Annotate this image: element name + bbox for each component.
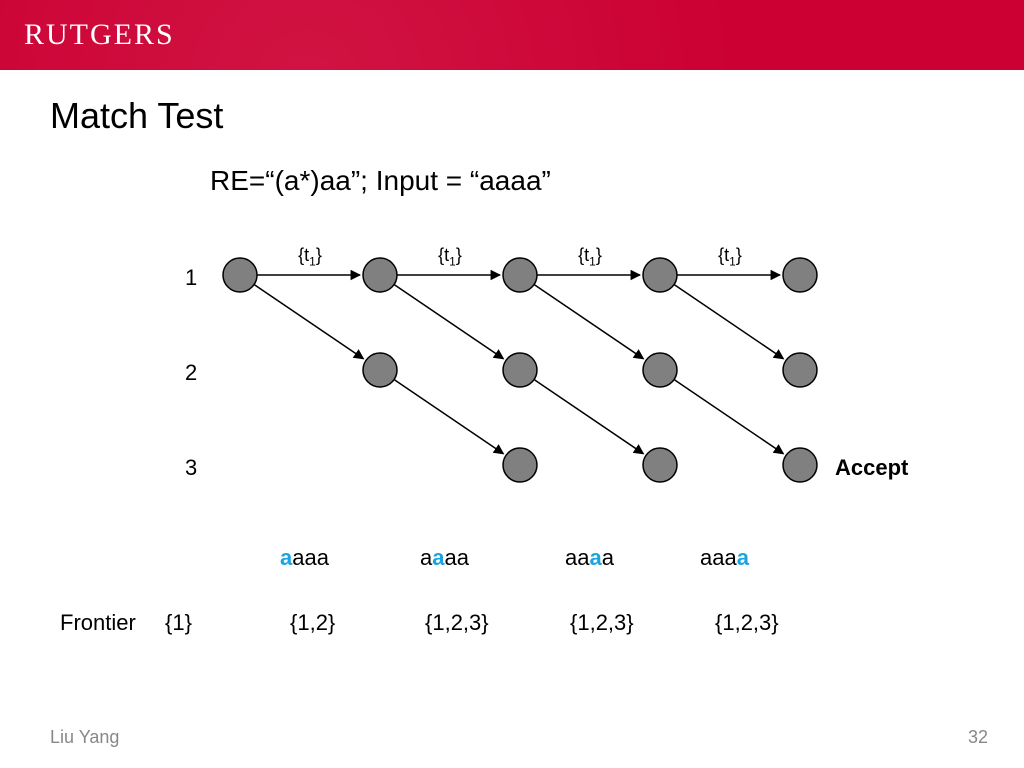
state-node [363, 353, 397, 387]
frontier-set: {1,2,3} [570, 610, 634, 636]
frontier-set: {1,2,3} [715, 610, 779, 636]
footer-page: 32 [968, 727, 988, 748]
edge [674, 285, 783, 359]
row-label: 3 [185, 455, 197, 481]
state-node [363, 258, 397, 292]
edge [394, 285, 503, 359]
row-label: 2 [185, 360, 197, 386]
row-label: 1 [185, 265, 197, 291]
state-node [783, 258, 817, 292]
state-node [783, 448, 817, 482]
edge [254, 285, 363, 359]
edge-label: {t1} [425, 245, 475, 269]
state-node [223, 258, 257, 292]
footer-author: Liu Yang [50, 727, 119, 748]
input-step: aaaa [280, 545, 329, 571]
subtitle: RE=“(a*)aa”; Input = “aaaa” [210, 165, 551, 197]
input-step: aaaa [565, 545, 614, 571]
frontier-title: Frontier [60, 610, 136, 636]
edge-label: {t1} [285, 245, 335, 269]
state-node [643, 448, 677, 482]
state-node [503, 258, 537, 292]
accept-label: Accept [835, 455, 908, 481]
edge-label: {t1} [565, 245, 615, 269]
input-step: aaaa [700, 545, 749, 571]
input-step: aaaa [420, 545, 469, 571]
edge-label: {t1} [705, 245, 755, 269]
state-node [643, 258, 677, 292]
state-node [503, 353, 537, 387]
frontier-set: {1,2} [290, 610, 335, 636]
page-title: Match Test [50, 95, 223, 137]
state-node [643, 353, 677, 387]
frontier-set: {1,2,3} [425, 610, 489, 636]
edge [394, 380, 503, 454]
edge [534, 380, 643, 454]
state-node [503, 448, 537, 482]
edge [534, 285, 643, 359]
logo-text: RUTGERS [24, 18, 175, 52]
frontier-set: {1} [165, 610, 192, 636]
state-node [783, 353, 817, 387]
header-bar: RUTGERS [0, 0, 1024, 70]
edge [674, 380, 783, 454]
